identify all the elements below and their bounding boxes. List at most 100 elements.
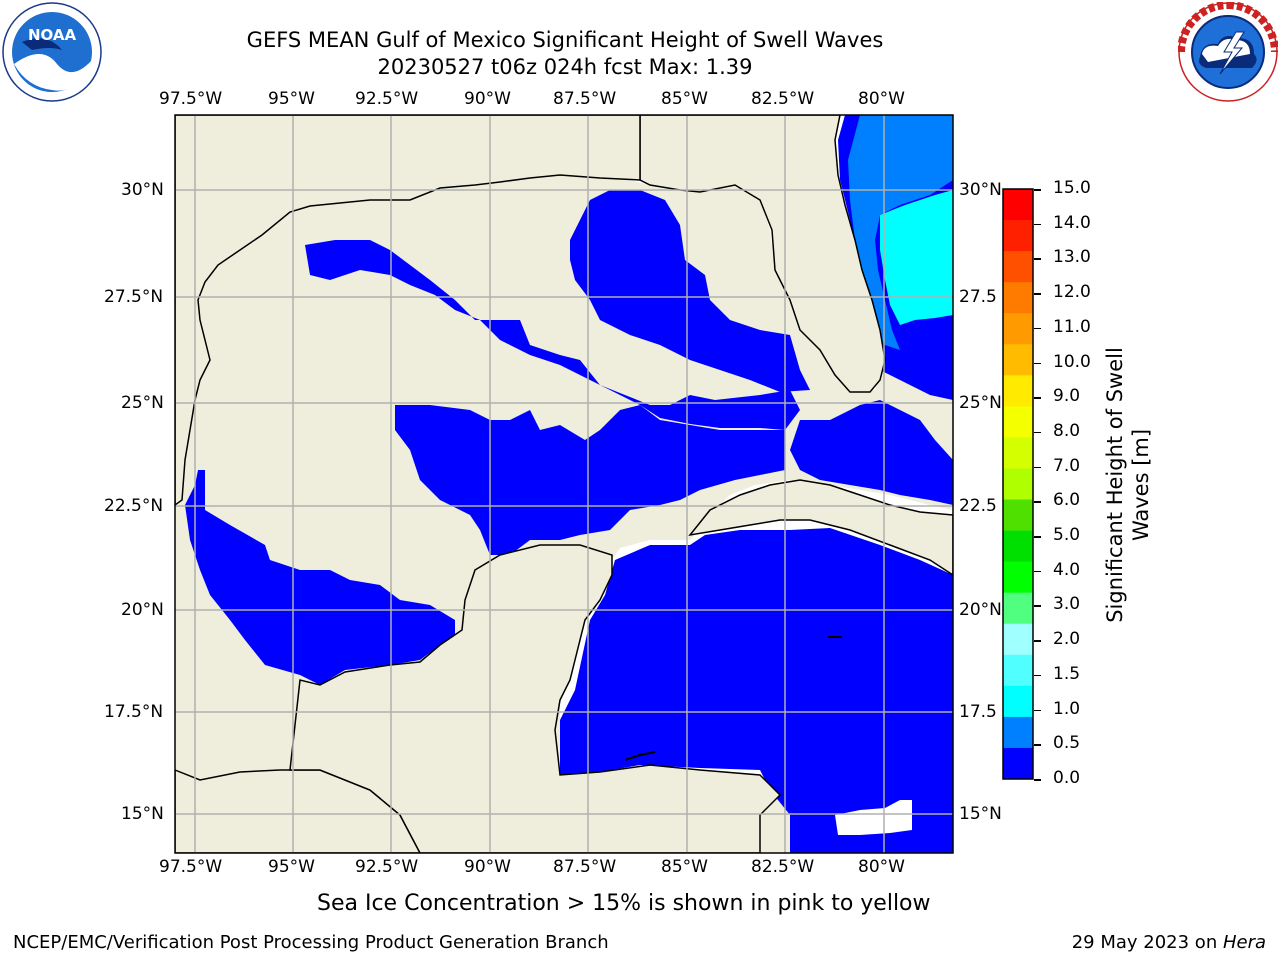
chart-subtitle: 20230527 t06z 024h fcst Max: 1.39 xyxy=(377,55,753,79)
colorbar-tick-label: 11.0 xyxy=(1053,316,1091,337)
colorbar-segment xyxy=(1003,375,1033,407)
noaa-logo-text: NOAA xyxy=(28,26,77,44)
lon-label-bottom: 95°W xyxy=(268,857,315,877)
colorbar-tick-mark xyxy=(1034,501,1041,503)
colorbar-segment xyxy=(1003,189,1033,221)
colorbar-tick-mark xyxy=(1034,744,1041,746)
colorbar-tick-mark xyxy=(1034,431,1041,434)
colorbar-tick-mark xyxy=(1034,570,1041,573)
colorbar-tick-mark xyxy=(1034,709,1041,712)
colorbar-tick-label: 14.0 xyxy=(1053,212,1091,233)
colorbar-tick-mark xyxy=(1034,189,1041,191)
swell-region-7 xyxy=(848,115,953,350)
colorbar-tick-label: 2.0 xyxy=(1053,629,1081,650)
lat-label-right: 22.5 xyxy=(959,496,997,516)
lon-label-bottom: 92.5°W xyxy=(355,857,419,877)
cuba-land xyxy=(688,479,953,576)
swell-region-1 xyxy=(185,470,455,685)
swell-region-5 xyxy=(790,400,953,505)
colorbar-tick-label: 1.0 xyxy=(1053,698,1081,719)
footer-date: 29 May 2023 on Hera xyxy=(1072,932,1266,953)
lon-label-top: 90°W xyxy=(464,89,511,109)
lat-label-left: 20°N xyxy=(121,600,164,620)
colorbar-tick-label: 6.0 xyxy=(1053,490,1081,511)
colorbar-tick-label: 1.5 xyxy=(1053,663,1081,684)
colorbar-tick-label: 9.0 xyxy=(1053,386,1081,407)
lat-label-right: 27.5 xyxy=(959,287,997,307)
map-frame xyxy=(174,114,954,854)
colorbar-segment xyxy=(1003,654,1033,687)
colorbar-segment xyxy=(1003,685,1033,718)
colorbar-tick-label: 0.0 xyxy=(1053,768,1081,788)
footer-machine: Hera xyxy=(1222,932,1266,953)
us-gulf-coast-land xyxy=(175,115,641,506)
colorbar-segment xyxy=(1003,716,1033,749)
colorbar xyxy=(1002,188,1034,780)
colorbar-segment xyxy=(1003,313,1033,345)
lon-label-bottom: 90°W xyxy=(464,857,511,877)
lat-label-left: 17.5°N xyxy=(104,702,164,722)
lon-label-top: 92.5°W xyxy=(355,89,419,109)
colorbar-frame xyxy=(1002,188,1034,780)
florida-land xyxy=(639,115,886,393)
chart-title: GEFS MEAN Gulf of Mexico Significant Hei… xyxy=(246,28,884,52)
lon-label-top: 85°W xyxy=(661,89,708,109)
nws-logo xyxy=(1177,1,1279,102)
island-bay-islands xyxy=(624,751,656,761)
lat-label-left: 22.5°N xyxy=(104,496,164,516)
lat-label-left: 25°N xyxy=(121,393,164,413)
colorbar-tick-label: 0.5 xyxy=(1053,733,1081,754)
colorbar-segment xyxy=(1003,623,1033,656)
sea-ice-caption: Sea Ice Concentration > 15% is shown in … xyxy=(317,891,931,916)
colorbar-segment xyxy=(1003,747,1033,780)
colorbar-tick-mark xyxy=(1034,605,1041,607)
lon-label-top: 95°W xyxy=(268,89,315,109)
swell-region-8 xyxy=(880,190,953,325)
colorbar-segment xyxy=(1003,344,1033,376)
lon-label-bottom: 97.5°W xyxy=(159,857,223,877)
colorbar-label-line2: Waves [m] xyxy=(1129,428,1153,542)
swell-region-4 xyxy=(570,190,810,392)
lat-label-right: 25°N xyxy=(959,393,1002,413)
colorbar-segment xyxy=(1003,437,1033,469)
lon-label-top: 80°W xyxy=(858,89,905,109)
lat-label-left: 30°N xyxy=(121,180,164,200)
colorbar-segment xyxy=(1003,282,1033,314)
colorbar-tick-label: 3.0 xyxy=(1053,594,1081,615)
colorbar-tick-label: 8.0 xyxy=(1053,420,1081,441)
colorbar-tick-label: 7.0 xyxy=(1053,455,1081,476)
colorbar-segment xyxy=(1003,406,1033,438)
map-gridlines xyxy=(175,115,953,853)
colorbar-tick-mark xyxy=(1034,674,1041,677)
colorbar-tick-mark xyxy=(1034,779,1041,781)
colorbar-tick-mark xyxy=(1034,223,1041,226)
colorbar-tick-label: 12.0 xyxy=(1053,282,1091,303)
noaa-logo: NOAA xyxy=(2,2,102,102)
calm-region-1 xyxy=(835,800,912,835)
colorbar-segment xyxy=(1003,592,1033,625)
colorbar-segment xyxy=(1003,530,1033,563)
colorbar-tick-label: 15.0 xyxy=(1053,178,1091,198)
lon-label-bottom: 85°W xyxy=(661,857,708,877)
lat-label-right: 15°N xyxy=(959,804,1002,824)
colorbar-tick-mark xyxy=(1034,293,1041,295)
lat-label-right: 30°N xyxy=(959,180,1002,200)
lat-label-right: 17.5 xyxy=(959,702,997,722)
lon-label-top: 97.5°W xyxy=(159,89,223,109)
lat-label-left: 15°N xyxy=(121,804,164,824)
colorbar-tick-label: 13.0 xyxy=(1053,247,1091,268)
lon-label-top: 87.5°W xyxy=(553,89,617,109)
colorbar-tick-mark xyxy=(1034,258,1041,260)
colorbar-label-line1: Significant Height of Swell xyxy=(1103,347,1127,623)
lon-label-bottom: 80°W xyxy=(858,857,905,877)
lat-label-left: 27.5°N xyxy=(104,287,164,307)
lon-label-top: 82.5°W xyxy=(751,89,815,109)
colorbar-tick-mark xyxy=(1034,397,1041,399)
colorbar-segment xyxy=(1003,220,1033,252)
footer-credit: NCEP/EMC/Verification Post Processing Pr… xyxy=(13,932,609,953)
colorbar-segment xyxy=(1003,468,1033,501)
colorbar-segment xyxy=(1003,251,1033,283)
colorbar-segment xyxy=(1003,561,1033,594)
swell-region-3 xyxy=(305,240,800,430)
